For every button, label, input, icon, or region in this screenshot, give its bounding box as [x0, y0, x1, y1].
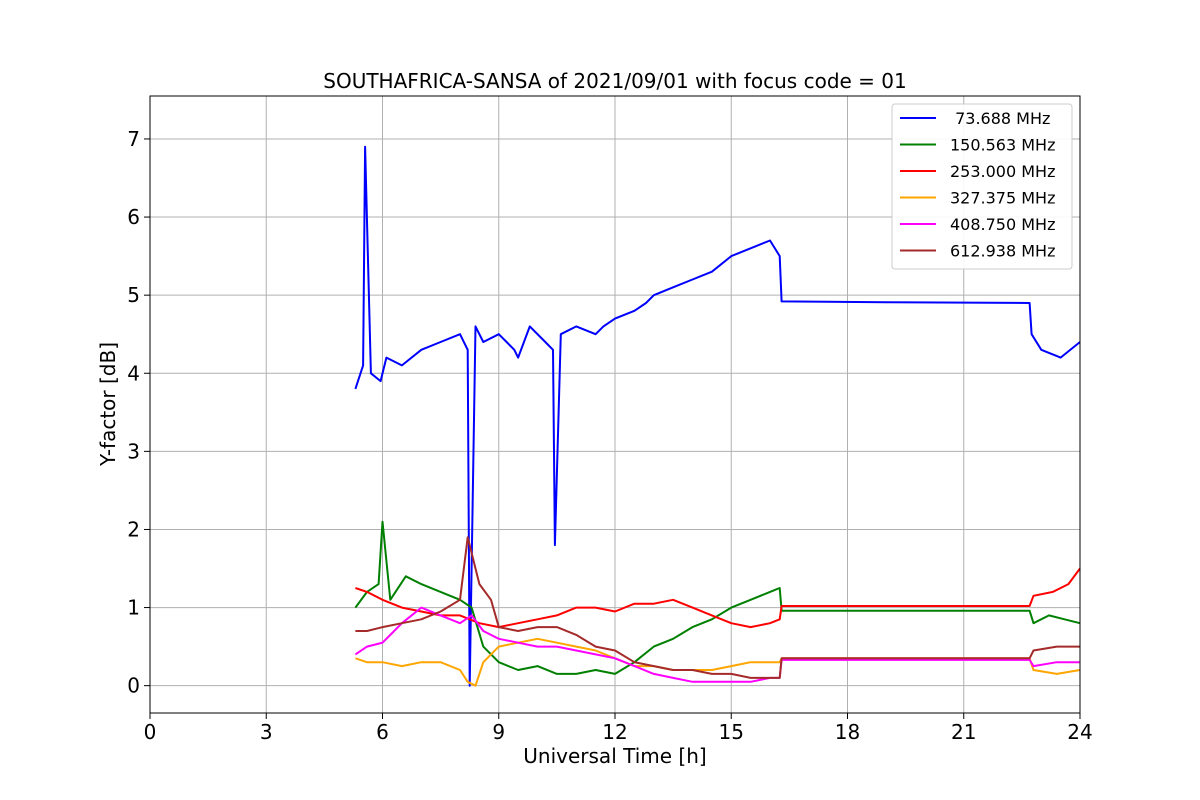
y-tick-label: 4 [127, 361, 140, 385]
x-tick-label: 0 [144, 720, 157, 744]
y-tick-label: 5 [127, 283, 140, 307]
chart-title: SOUTHAFRICA-SANSA of 2021/09/01 with foc… [323, 69, 907, 93]
series-lines [354, 145, 1081, 687]
y-tick-label: 2 [127, 517, 140, 541]
y-tick-label: 1 [127, 596, 140, 620]
legend-label-0: 73.688 MHz [950, 109, 1050, 128]
legend-label-5: 612.938 MHz [950, 242, 1055, 261]
y-tick-label: 6 [127, 205, 140, 229]
x-tick-label: 6 [376, 720, 389, 744]
series-line-5 [355, 536, 1080, 679]
x-tick-label: 18 [835, 720, 860, 744]
x-axis-label: Universal Time [h] [523, 744, 706, 768]
x-tick-label: 9 [492, 720, 505, 744]
legend-label-3: 327.375 MHz [950, 189, 1055, 208]
x-tick-label: 3 [260, 720, 273, 744]
x-tick-label: 15 [719, 720, 744, 744]
legend-box [891, 103, 1073, 270]
y-tick-label: 7 [127, 127, 140, 151]
x-tick-label: 24 [1067, 720, 1092, 744]
y-tick-label: 0 [127, 674, 140, 698]
y-tick-label: 3 [127, 439, 140, 463]
series-line-0 [354, 145, 1081, 687]
legend-label-4: 408.750 MHz [950, 215, 1055, 234]
legend-label-1: 150.563 MHz [950, 136, 1055, 155]
x-tick-label: 12 [602, 720, 627, 744]
x-tick-label: 21 [951, 720, 976, 744]
legend: 73.688 MHz 150.563 MHz 253.000 MHz 327.375 … [891, 103, 1073, 270]
legend-label-2: 253.000 MHz [950, 162, 1055, 181]
series-line-1 [354, 520, 1081, 675]
series-line-3 [355, 637, 1081, 687]
y-axis-label: Y-factor [dB] [96, 342, 120, 467]
